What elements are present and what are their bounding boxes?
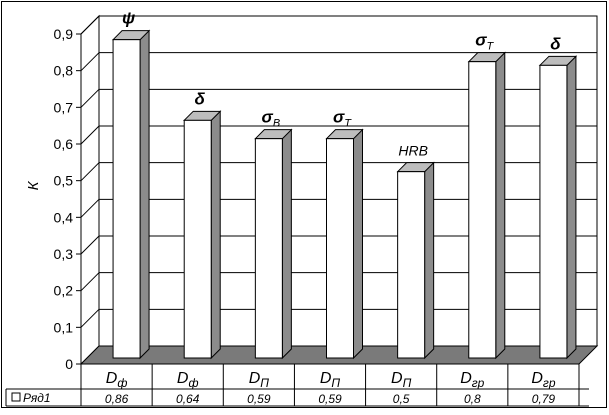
x-tick-label-sub: гр [543, 376, 556, 390]
y-tick-label: 0,3 [54, 246, 74, 262]
y-tick-label: 0,4 [54, 209, 74, 225]
bar-annotation: δ [195, 89, 206, 108]
bar-side [139, 29, 150, 360]
gridline-side [80, 52, 100, 72]
x-tick-label-sub: П [331, 376, 340, 390]
x-tick-label-main: D [106, 370, 118, 387]
bar-side [495, 51, 506, 360]
data-label: 0,8 [464, 392, 481, 406]
chart-frame [1, 1, 607, 408]
bar-front [397, 171, 426, 359]
x-tick-label-main: D [249, 370, 261, 387]
y-tick-label: 0,1 [54, 319, 74, 335]
bar-front [183, 119, 212, 359]
bar-annotation: HRB [398, 143, 428, 159]
data-label: 0,5 [393, 392, 410, 406]
x-tick-label-main: D [460, 370, 472, 387]
gridline-side [80, 162, 100, 182]
bar-side [424, 161, 435, 360]
bar: δ [183, 89, 222, 360]
y-tick-label: 0,6 [54, 136, 74, 152]
x-tick-label: Dф [106, 370, 128, 390]
gridline-side [80, 308, 100, 328]
bar-front [539, 64, 568, 359]
x-tick-label-sub: П [260, 376, 269, 390]
bar-front [112, 39, 141, 359]
x-tick-label: Dгр [460, 370, 484, 390]
x-tick-label: Dф [177, 370, 199, 390]
x-tick-label-sub: П [403, 376, 412, 390]
y-tick-label: 0,2 [54, 283, 74, 299]
bar: σТ [325, 108, 364, 360]
x-tick-label-main: D [320, 370, 332, 387]
y-tick-label: 0 [65, 356, 73, 372]
bar-annotation-main: ψ [122, 9, 135, 28]
x-tick-label-sub: гр [472, 376, 485, 390]
bar: HRB [396, 143, 435, 360]
x-tick-label-main: D [177, 370, 189, 387]
data-label: 0,59 [318, 392, 342, 406]
legend-swatch [11, 392, 21, 402]
gridline-side [80, 88, 100, 108]
bar-side [210, 110, 221, 360]
gridline-side [80, 198, 100, 218]
gridline-side [80, 15, 100, 35]
bar-front [326, 138, 354, 359]
bar-annotation-sub: Т [344, 118, 352, 130]
legend-label: Ряд1 [23, 391, 51, 405]
bar-annotation: σВ [262, 108, 281, 130]
bar-annotation-sub: Т [487, 41, 495, 53]
bar-annotation: ψ [122, 9, 135, 28]
y-tick-label: 0,9 [54, 26, 74, 42]
bar-side [566, 55, 577, 360]
x-tick-label-main: D [531, 370, 543, 387]
bar: σТ [467, 31, 506, 360]
bar-annotation: δ [550, 34, 561, 53]
bar-annotation-main: δ [550, 34, 561, 53]
bar-side [281, 128, 292, 360]
bar-annotation-main: δ [195, 89, 206, 108]
gridline-side [80, 272, 100, 292]
y-axis-label: К [25, 180, 42, 190]
bar-annotation-sub: В [273, 118, 280, 130]
bar-annotation-main: HRB [398, 143, 428, 159]
y-tick-label: 0,7 [54, 99, 74, 115]
data-label: 0,86 [105, 392, 129, 406]
gridline-side [80, 235, 100, 255]
x-tick-label-main: D [391, 370, 403, 387]
bar-side [353, 128, 363, 360]
gridline-side [80, 125, 100, 145]
bar-front [254, 138, 283, 359]
x-tick-label: Dгр [531, 370, 555, 390]
x-tick-label: DП [249, 370, 270, 390]
y-tick-label: 0,8 [54, 63, 74, 79]
x-tick-label: DП [391, 370, 412, 390]
bar: δ [538, 34, 578, 360]
x-tick-label-sub: ф [188, 376, 198, 390]
bar: ψ [111, 9, 151, 360]
data-label: 0,64 [176, 392, 200, 406]
y-tick-label: 0,5 [54, 173, 74, 189]
bar: σВ [254, 108, 293, 360]
data-label: 0,79 [532, 392, 556, 406]
bar-annotation: σТ [475, 31, 494, 53]
x-tick-label: DП [320, 370, 341, 390]
bar-annotation-main: σ [475, 31, 487, 50]
bar-annotation: σТ [333, 108, 352, 130]
x-tick-label-sub: ф [117, 376, 127, 390]
bar-annotation-main: σ [262, 108, 274, 127]
data-label: 0,59 [247, 392, 271, 406]
bar-annotation-main: σ [333, 108, 345, 127]
bar-front [468, 61, 497, 359]
